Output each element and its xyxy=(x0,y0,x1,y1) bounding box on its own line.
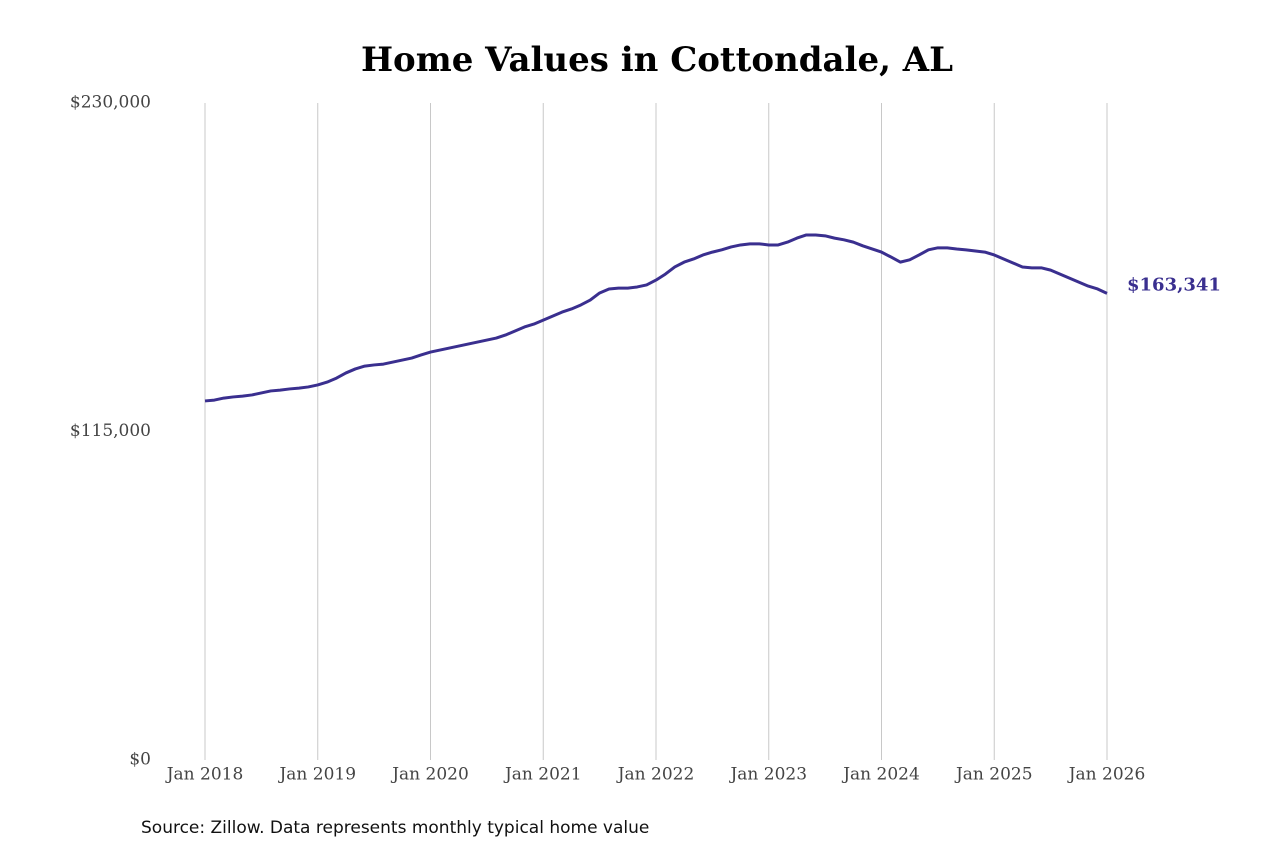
line-series xyxy=(204,233,1108,403)
x-tick-label: Jan 2026 xyxy=(1067,765,1146,785)
x-tick-label: Jan 2020 xyxy=(390,765,469,785)
y-tick-label: $115,000 xyxy=(70,421,151,441)
x-tick-label: Jan 2019 xyxy=(277,765,356,785)
x-tick-label: Jan 2022 xyxy=(616,765,695,785)
x-tick-label: Jan 2023 xyxy=(728,765,807,785)
chart-title: Home Values in Cottondale, AL xyxy=(361,40,953,80)
x-tick-label: Jan 2025 xyxy=(954,765,1033,785)
value-label: $163,341 xyxy=(1127,274,1221,295)
x-tick-label: Jan 2021 xyxy=(503,765,582,785)
x-tick-label: Jan 2018 xyxy=(165,765,244,785)
y-tick-label: $230,000 xyxy=(70,93,151,113)
x-tick-label: Jan 2024 xyxy=(841,765,920,785)
y-tick-label: $0 xyxy=(129,750,151,770)
source-note: Source: Zillow. Data represents monthly … xyxy=(141,818,649,838)
